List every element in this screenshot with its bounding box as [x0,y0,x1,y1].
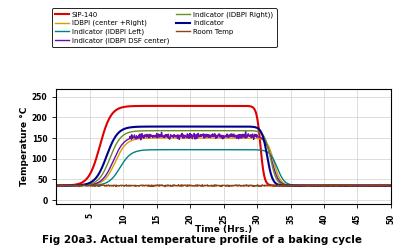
Y-axis label: Temperature °C: Temperature °C [20,107,29,186]
X-axis label: Time (Hrs.): Time (Hrs.) [195,225,252,234]
Legend: SIP-140, IDBPI (center +Right), Indicator (IDBPI Left), Indicator (IDBPI DSF cen: SIP-140, IDBPI (center +Right), Indicato… [52,8,276,47]
Text: Fig 20a3. Actual temperature profile of a baking cycle: Fig 20a3. Actual temperature profile of … [42,235,361,245]
